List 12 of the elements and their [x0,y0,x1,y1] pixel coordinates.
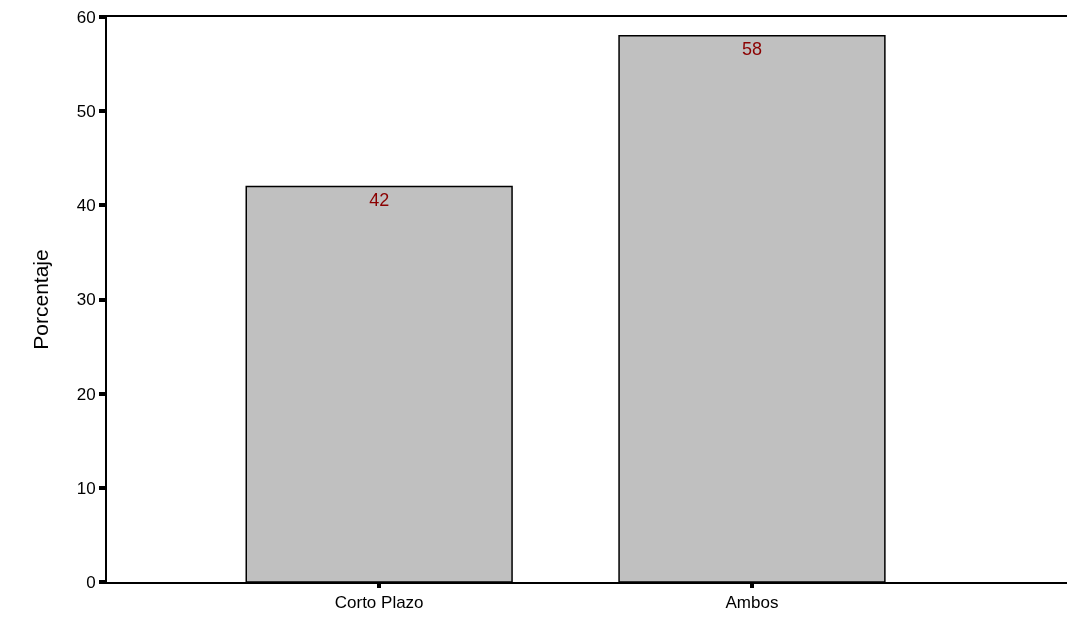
y-tick-label: 30 [76,290,96,310]
y-tick-label: 10 [76,478,96,498]
y-tick-label: 60 [76,7,96,27]
x-tick-label: Ambos [725,593,779,613]
y-tick-label: 0 [86,572,96,592]
x-tick-label: Corto Plazo [334,593,424,613]
data-label: 42 [369,189,390,210]
y-axis-title: Porcentaje [29,249,53,350]
data-label: 58 [741,38,762,59]
y-tick-label: 40 [76,196,96,216]
y-tick-label: 50 [76,102,96,122]
y-tick-label: 20 [76,384,96,404]
